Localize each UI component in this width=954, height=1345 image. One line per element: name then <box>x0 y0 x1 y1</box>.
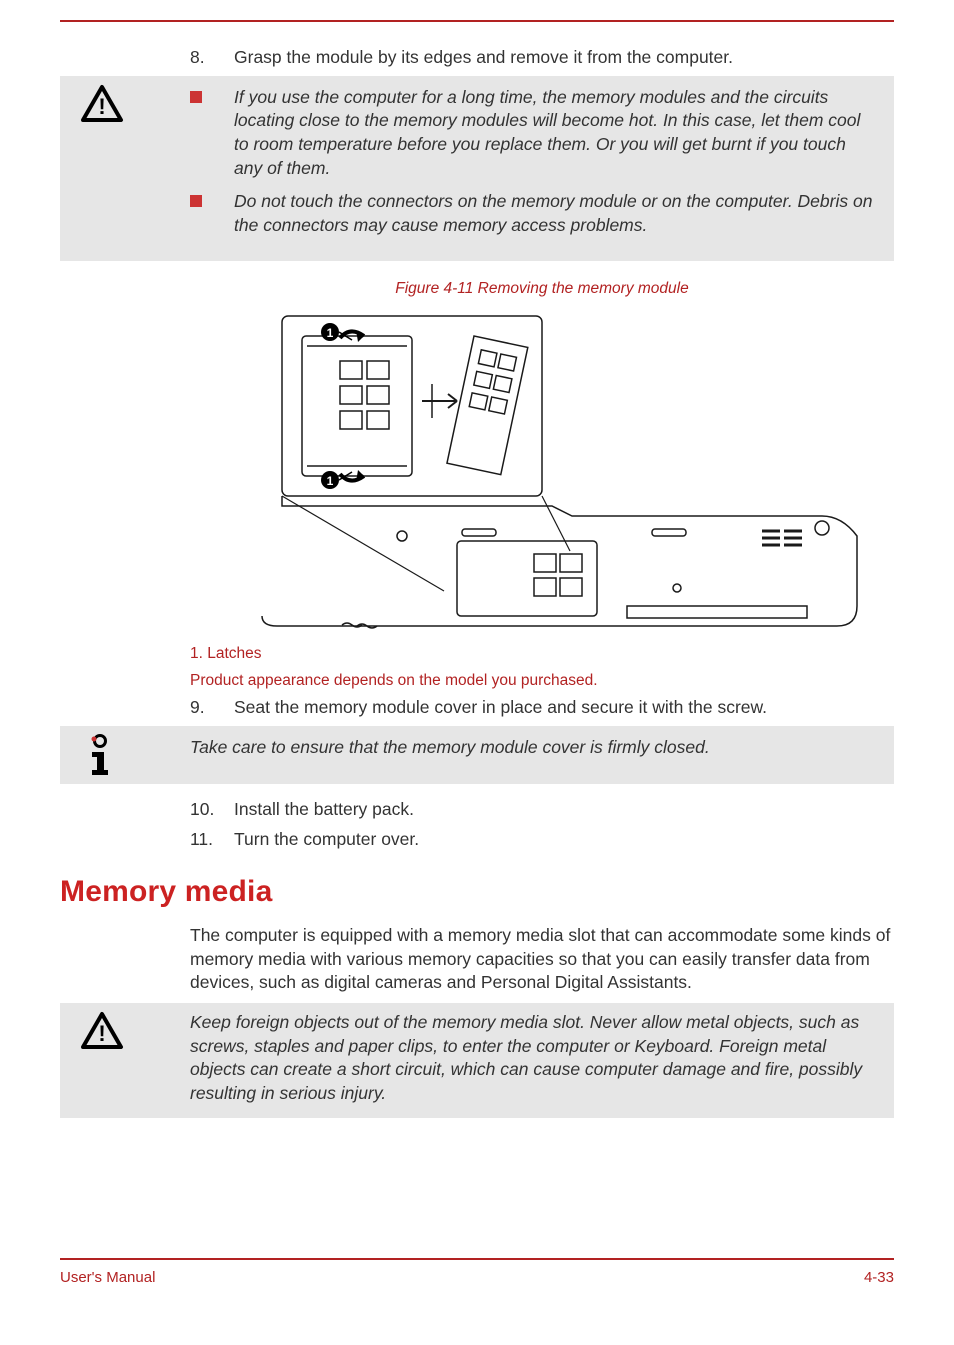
figure-note: Product appearance depends on the model … <box>190 671 894 692</box>
warning-icon: ! <box>80 108 124 128</box>
step-11-number: 11. <box>190 828 234 852</box>
figure-marker-1a: 1 <box>327 326 334 340</box>
info-callout: Take care to ensure that the memory modu… <box>60 726 894 785</box>
warning1-bullet-1: If you use the computer for a long time,… <box>190 86 876 181</box>
figure-marker-1b: 1 <box>327 474 334 488</box>
figure-legend: 1. Latches <box>190 644 894 665</box>
bullet-square-icon <box>190 91 202 103</box>
warning1-bullet-2-text: Do not touch the connectors on the memor… <box>234 190 876 237</box>
bullet-square-icon <box>190 195 202 207</box>
footer-left: User's Manual <box>60 1268 155 1288</box>
warning1-bullet-2: Do not touch the connectors on the memor… <box>190 190 876 237</box>
step-10-text: Install the battery pack. <box>234 798 894 822</box>
step-10-number: 10. <box>190 798 234 822</box>
warning-callout-1: ! If you use the computer for a long tim… <box>60 76 894 262</box>
step-9-text: Seat the memory module cover in place an… <box>234 696 894 720</box>
section-title: Memory media <box>60 872 894 913</box>
figure-illustration: 1 1 <box>222 306 862 636</box>
step-8-number: 8. <box>190 46 234 70</box>
info-icon <box>80 762 120 782</box>
warning1-bullet-1-text: If you use the computer for a long time,… <box>234 86 876 181</box>
step-11: 11. Turn the computer over. <box>190 828 894 852</box>
step-8: 8. Grasp the module by its edges and rem… <box>190 46 894 70</box>
step-9: 9. Seat the memory module cover in place… <box>190 696 894 720</box>
svg-text:!: ! <box>98 1021 105 1046</box>
figure-caption: Figure 4-11 Removing the memory module <box>190 279 894 300</box>
top-rule <box>60 20 894 22</box>
warning2-text: Keep foreign objects out of the memory m… <box>190 1011 876 1106</box>
step-11-text: Turn the computer over. <box>234 828 894 852</box>
step-10: 10. Install the battery pack. <box>190 798 894 822</box>
figure-block: Figure 4-11 Removing the memory module <box>190 279 894 719</box>
warning-callout-2: ! Keep foreign objects out of the memory… <box>60 1003 894 1118</box>
section-para: The computer is equipped with a memory m… <box>190 924 894 995</box>
page-footer: User's Manual 4-33 <box>60 1258 894 1288</box>
info-note-text: Take care to ensure that the memory modu… <box>190 736 876 760</box>
warning-icon: ! <box>80 1035 124 1055</box>
step-8-text: Grasp the module by its edges and remove… <box>234 46 894 70</box>
step-9-number: 9. <box>190 696 234 720</box>
svg-text:!: ! <box>98 94 105 119</box>
footer-right: 4-33 <box>864 1268 894 1288</box>
